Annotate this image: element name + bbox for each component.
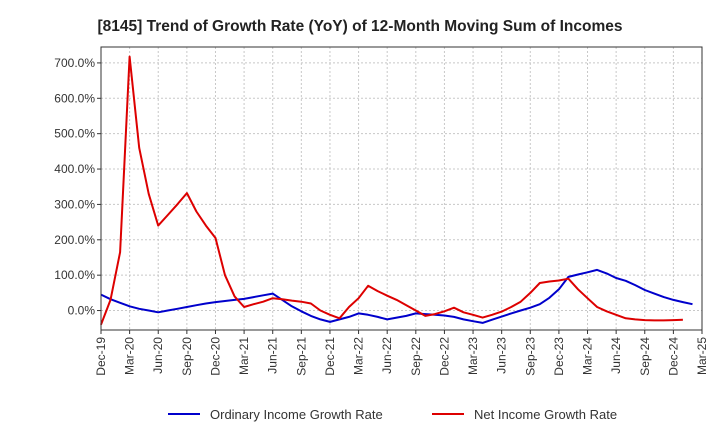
x-tick-label: Sep-20 xyxy=(180,337,194,376)
y-tick-label: 200.0% xyxy=(54,233,95,247)
x-tick-label: Sep-23 xyxy=(523,337,537,376)
x-tick-label: Mar-21 xyxy=(237,337,251,375)
x-tick-label: Mar-22 xyxy=(352,337,366,375)
y-tick-label: 100.0% xyxy=(54,268,95,282)
y-tick-label: 400.0% xyxy=(54,162,95,176)
x-tick-label: Mar-25 xyxy=(695,337,709,375)
y-tick-label: 300.0% xyxy=(54,197,95,211)
legend: Ordinary Income Growth Rate Net Income Gr… xyxy=(168,407,617,422)
y-tick-label: 700.0% xyxy=(54,56,95,70)
gridlines xyxy=(100,47,703,330)
x-tick-label: Mar-24 xyxy=(581,337,595,375)
y-axis: 0.0% 100.0% 200.0% 300.0% 400.0% 500.0% 600.0%… xyxy=(54,56,101,318)
x-tick-label: Sep-22 xyxy=(409,337,423,376)
x-tick-label: Jun-24 xyxy=(609,337,623,374)
x-tick-label: Mar-20 xyxy=(123,337,137,375)
x-tick-label: Dec-22 xyxy=(437,337,451,376)
x-tick-label: Jun-21 xyxy=(266,337,280,374)
x-tick-label: Mar-23 xyxy=(466,337,480,375)
x-tick-label: Dec-21 xyxy=(323,337,337,376)
x-axis: Dec-19 Mar-20 Jun-20 Sep-20 Dec-20 Mar-21 Jun-… xyxy=(94,330,709,376)
y-tick-label: 600.0% xyxy=(54,91,95,105)
x-tick-label: Dec-23 xyxy=(552,337,566,376)
y-tick-label: 500.0% xyxy=(54,127,95,141)
x-tick-label: Dec-19 xyxy=(94,337,108,376)
series-line-net-income xyxy=(100,55,683,326)
x-tick-label: Jun-22 xyxy=(380,337,394,374)
x-tick-label: Sep-21 xyxy=(294,337,308,376)
chart-title: [8145] Trend of Growth Rate (YoY) of 12-… xyxy=(97,18,622,35)
y-tick-label: 0.0% xyxy=(68,304,96,318)
legend-label: Ordinary Income Growth Rate xyxy=(210,407,383,422)
x-tick-label: Jun-23 xyxy=(495,337,509,374)
x-tick-label: Dec-20 xyxy=(208,337,222,376)
plot-frame xyxy=(100,46,703,331)
x-tick-label: Sep-24 xyxy=(638,337,652,376)
series-lines xyxy=(100,55,693,326)
x-tick-label: Jun-20 xyxy=(151,337,165,374)
x-tick-label: Dec-24 xyxy=(666,337,680,376)
series-line-ordinary-income xyxy=(100,268,693,324)
legend-label: Net Income Growth Rate xyxy=(474,407,617,422)
